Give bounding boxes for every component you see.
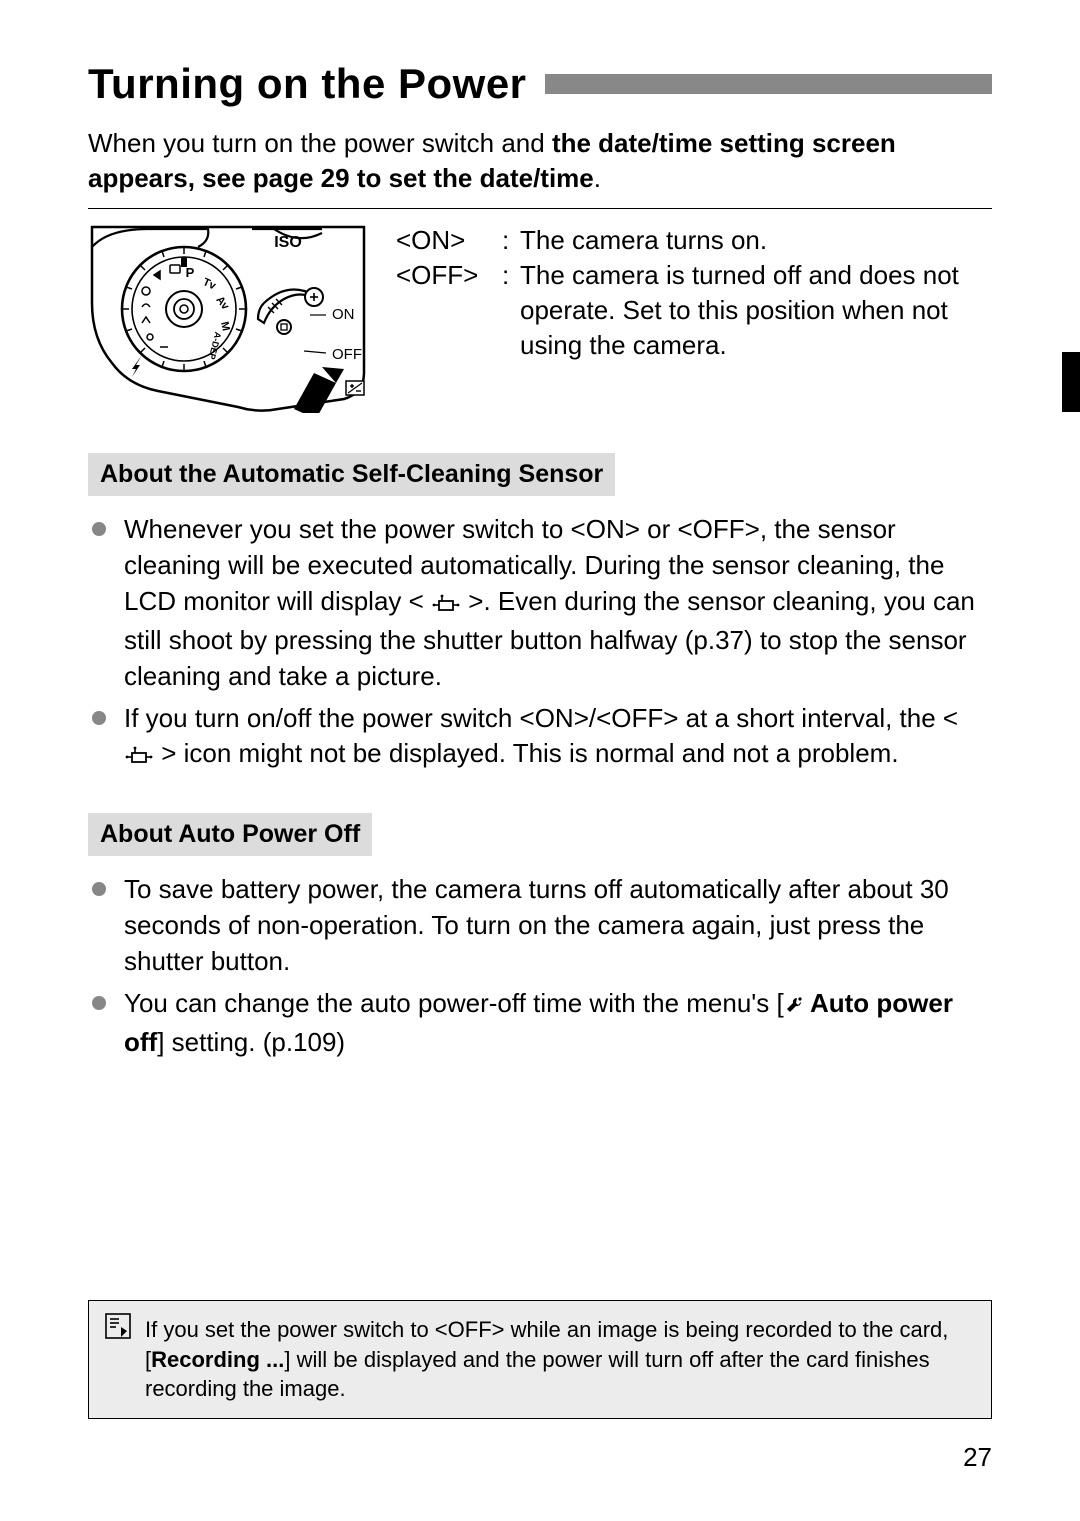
- title-row: Turning on the Power: [88, 60, 992, 108]
- section2-list: To save battery power, the camera turns …: [88, 872, 992, 1060]
- note-box: If you set the power switch to <OFF> whi…: [88, 1300, 992, 1419]
- def-on: <ON> : The camera turns on.: [396, 223, 992, 258]
- on-label: ON: [332, 306, 355, 323]
- off-label: OFF: [332, 346, 362, 363]
- def-off-colon: :: [502, 258, 520, 363]
- sensor-clean-icon: [124, 739, 154, 775]
- section2-bullet2: You can change the auto power-off time w…: [88, 986, 992, 1061]
- iso-label: ISO: [274, 234, 302, 251]
- section1-bullet1: Whenever you set the power switch to <ON…: [88, 512, 992, 694]
- page-title: Turning on the Power: [88, 60, 527, 108]
- note-bold: Recording ...: [151, 1347, 284, 1372]
- exposure-comp-icon: [346, 381, 364, 395]
- s2b2-b: ] setting. (p.109): [157, 1027, 345, 1057]
- divider: [88, 208, 992, 209]
- power-switch-diagram: ISO: [88, 223, 368, 413]
- s1b2-a: If you turn on/off the power switch <ON>…: [124, 703, 965, 733]
- section1-bullet2: If you turn on/off the power switch <ON>…: [88, 701, 992, 776]
- intro-plain-b: .: [594, 163, 601, 193]
- section1-list: Whenever you set the power switch to <ON…: [88, 512, 992, 775]
- sensor-clean-icon: [431, 587, 461, 623]
- wrench-icon: [784, 989, 804, 1025]
- def-on-key: <ON>: [396, 223, 502, 258]
- edge-tab: [1062, 352, 1080, 412]
- def-on-text: The camera turns on.: [520, 223, 992, 258]
- def-on-colon: :: [502, 223, 520, 258]
- switch-definitions: <ON> : The camera turns on. <OFF> : The …: [396, 223, 992, 413]
- svg-text:P: P: [186, 265, 195, 280]
- intro-plain-a: When you turn on the power switch and: [88, 128, 552, 158]
- note-text: If you set the power switch to <OFF> whi…: [145, 1315, 975, 1404]
- note-icon: [105, 1313, 133, 1404]
- s2b2-a: You can change the auto power-off time w…: [124, 988, 784, 1018]
- title-bar: [545, 74, 992, 94]
- s1b2-b: > icon might not be displayed. This is n…: [154, 738, 899, 768]
- section2-heading: About Auto Power Off: [88, 813, 372, 856]
- def-off-text: The camera is turned off and does not op…: [520, 258, 992, 363]
- page-number: 27: [963, 1442, 992, 1473]
- def-off-key: <OFF>: [396, 258, 502, 363]
- section1-heading: About the Automatic Self-Cleaning Sensor: [88, 453, 615, 496]
- switch-row: ISO: [88, 223, 992, 413]
- intro-text: When you turn on the power switch and th…: [88, 126, 992, 196]
- section2-bullet1: To save battery power, the camera turns …: [88, 872, 992, 980]
- def-off: <OFF> : The camera is turned off and doe…: [396, 258, 992, 363]
